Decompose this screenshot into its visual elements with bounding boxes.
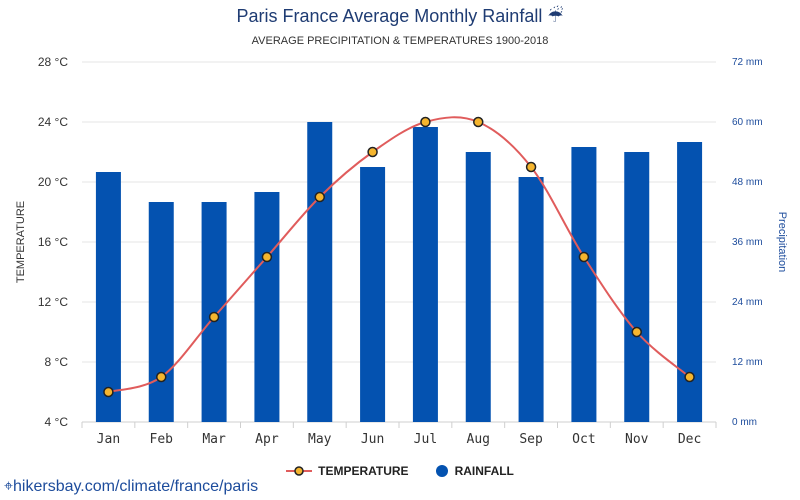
y-left-tick-label: 8 °C xyxy=(45,355,69,369)
x-tick-label: Oct xyxy=(572,432,595,447)
y-left-tick-label: 4 °C xyxy=(45,415,69,429)
y-left-tick-label: 20 °C xyxy=(38,175,68,189)
x-tick-label: Jun xyxy=(361,432,384,447)
rainfall-bar xyxy=(360,167,386,422)
pin-icon: ⌖ xyxy=(4,478,14,495)
rainfall-bar xyxy=(571,147,597,422)
y-left-axis-title: TEMPERATURE xyxy=(15,201,27,283)
temperature-point xyxy=(420,116,431,128)
x-tick-label: Mar xyxy=(202,432,226,447)
rainfall-bar xyxy=(412,127,438,422)
y-right-tick-label: 0 mm xyxy=(732,417,757,428)
chart-title: Paris France Average Monthly Rainfall ☔ xyxy=(236,6,564,26)
legend-item-temperature[interactable]: TEMPERATURE xyxy=(286,464,409,478)
x-tick-label: Feb xyxy=(150,432,174,447)
x-tick-label: Apr xyxy=(255,432,279,447)
temperature-point xyxy=(631,326,642,338)
x-tick-label: May xyxy=(308,432,332,447)
x-tick-label: Dec xyxy=(678,432,701,447)
y-left-tick-label: 28 °C xyxy=(38,55,68,69)
y-right-tick-label: 48 mm xyxy=(732,177,763,188)
temperature-line xyxy=(108,116,691,393)
temperature-point xyxy=(578,251,590,263)
y-right-tick-label: 24 mm xyxy=(732,297,763,308)
x-tick-label: Jan xyxy=(97,432,120,447)
rainfall-legend-icon xyxy=(435,465,448,477)
source-link[interactable]: ⌖hikersbay.com/climate/france/paris xyxy=(4,478,258,496)
temperature-point xyxy=(473,116,484,128)
y-right-tick-label: 72 mm xyxy=(732,57,763,68)
temperature-point xyxy=(103,386,114,398)
y-left-tick-label: 24 °C xyxy=(38,115,68,129)
y-left-tick-label: 16 °C xyxy=(38,235,68,249)
temperature-point xyxy=(684,371,695,383)
x-tick-label: Aug xyxy=(467,432,490,447)
rainfall-bar xyxy=(624,152,650,422)
chart-legend: TEMPERATURE RAINFALL xyxy=(0,464,800,478)
temperature-point xyxy=(367,146,378,158)
x-tick-label: Nov xyxy=(625,432,649,447)
temperature-point xyxy=(525,161,537,173)
temperature-point xyxy=(208,311,220,323)
temperature-legend-icon xyxy=(286,466,313,476)
temperature-point xyxy=(261,251,273,263)
legend-label-temperature: TEMPERATURE xyxy=(318,464,409,478)
rainfall-bar xyxy=(307,122,333,422)
y-right-tick-label: 60 mm xyxy=(732,117,763,128)
y-right-axis-title: Precipitation xyxy=(776,212,788,273)
rainfall-bar xyxy=(254,192,280,422)
y-left-tick-label: 12 °C xyxy=(38,295,68,309)
rainfall-bar xyxy=(148,202,174,422)
rainfall-bar xyxy=(518,177,544,422)
rainfall-bar xyxy=(465,152,491,422)
rainfall-bar xyxy=(95,172,121,422)
source-url: hikersbay.com/climate/france/paris xyxy=(13,478,259,495)
temperature-point xyxy=(314,191,325,203)
x-tick-label: Jul xyxy=(414,432,437,447)
temperature-point xyxy=(156,371,167,383)
y-right-tick-label: 36 mm xyxy=(732,237,763,248)
chart-subtitle: AVERAGE PRECIPITATION & TEMPERATURES 190… xyxy=(251,35,549,47)
y-right-tick-label: 12 mm xyxy=(732,357,763,368)
legend-item-rainfall[interactable]: RAINFALL xyxy=(435,464,514,478)
legend-label-rainfall: RAINFALL xyxy=(454,464,514,478)
x-tick-label: Sep xyxy=(519,432,543,447)
